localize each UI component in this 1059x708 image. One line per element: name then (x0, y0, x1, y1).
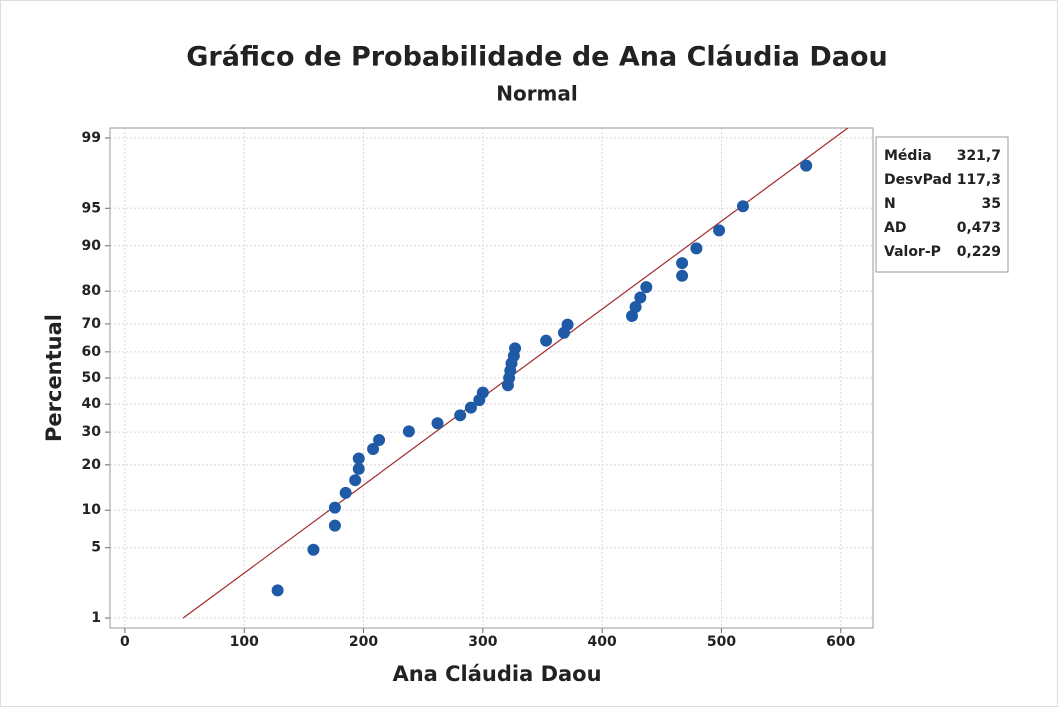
y-tick-label: 90 (82, 238, 102, 254)
data-point (328, 501, 341, 514)
legend-value: 117,3 (957, 172, 1001, 188)
y-tick-label: 20 (82, 457, 102, 473)
x-tick-label: 500 (707, 634, 736, 650)
y-tick-label: 40 (82, 396, 102, 412)
data-point (373, 433, 386, 446)
legend-value: 0,473 (957, 220, 1001, 236)
data-point (454, 409, 467, 422)
y-axis-label: Percentual (42, 314, 66, 442)
y-tick-label: 95 (82, 200, 101, 216)
legend-value: 321,7 (957, 148, 1001, 164)
legend-label: Média (884, 148, 932, 164)
legend-box (875, 136, 1009, 273)
y-tick-label: 30 (82, 424, 102, 440)
y-tick-label: 10 (82, 502, 102, 518)
data-point (402, 425, 415, 438)
data-point (676, 269, 689, 282)
legend-value: 35 (982, 196, 1001, 212)
data-point (352, 452, 365, 465)
chart-title: Gráfico de Probabilidade de Ana Cláudia … (186, 42, 887, 73)
legend-label: DesvPad (884, 172, 952, 188)
data-point (629, 301, 642, 314)
y-tick-label: 60 (82, 344, 102, 360)
legend-label: AD (884, 220, 906, 236)
y-tick-label: 50 (82, 370, 102, 386)
x-tick-label: 400 (588, 634, 617, 650)
data-point (736, 200, 749, 213)
data-point (464, 401, 477, 414)
x-tick-label: 200 (349, 634, 378, 650)
data-point (271, 584, 284, 597)
y-tick-label: 5 (91, 540, 101, 556)
data-point (561, 318, 574, 331)
data-point (476, 386, 489, 399)
chart-subtitle: Normal (496, 82, 578, 106)
plot-frame (109, 127, 874, 629)
x-tick-label: 300 (468, 634, 497, 650)
data-point (640, 281, 653, 294)
y-tick-label: 70 (82, 316, 102, 332)
data-point (339, 486, 352, 499)
x-tick-label: 0 (120, 634, 130, 650)
x-tick-label: 100 (230, 634, 259, 650)
data-point (713, 224, 726, 237)
data-point (431, 417, 444, 430)
y-tick-label: 99 (82, 130, 101, 146)
legend-label: Valor-P (884, 244, 941, 260)
data-point (676, 257, 689, 270)
legend-value: 0,229 (957, 244, 1001, 260)
y-tick-label: 80 (82, 283, 102, 299)
x-axis-label: Ana Cláudia Daou (392, 662, 601, 686)
data-point (509, 342, 522, 355)
data-point (367, 442, 380, 455)
data-point (349, 474, 362, 487)
data-point (800, 159, 813, 172)
data-point (540, 334, 553, 347)
data-point (328, 519, 341, 532)
data-point (625, 310, 638, 323)
data-point (352, 462, 365, 475)
legend-label: N (884, 196, 896, 212)
x-tick-label: 600 (826, 634, 855, 650)
data-point (690, 242, 703, 255)
data-point (634, 291, 647, 304)
data-point (307, 543, 320, 556)
y-tick-label: 1 (91, 610, 101, 626)
